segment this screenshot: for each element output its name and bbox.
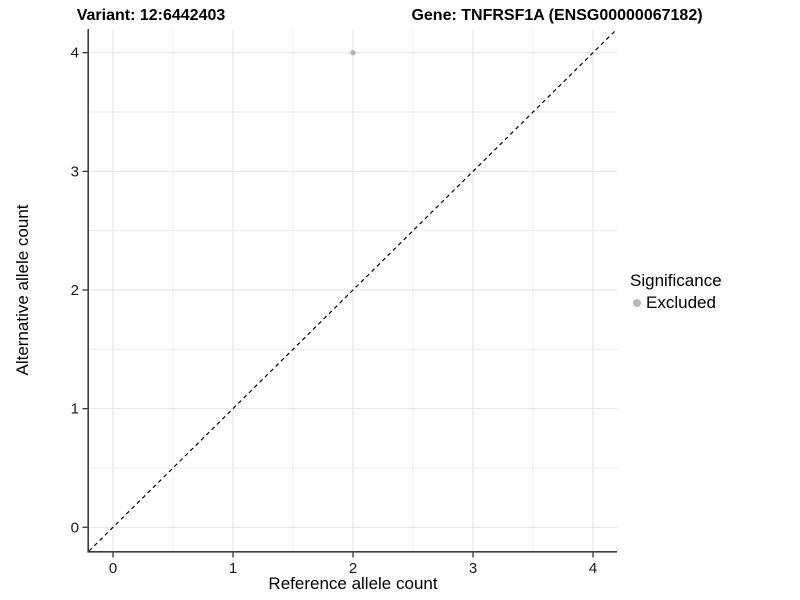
legend: Significance Excluded: [630, 271, 722, 313]
gene-title: Gene: TNFRSF1A (ENSG00000067182): [411, 7, 703, 24]
data-point[interactable]: [350, 50, 356, 56]
y-tick-label: 4: [71, 45, 79, 62]
identity-reference-line: [88, 28, 618, 552]
x-tick-label: 4: [589, 560, 597, 577]
excluded-point-icon: [633, 299, 641, 307]
x-tick-label: 2: [349, 560, 357, 577]
y-axis-title: Alternative allele count: [13, 204, 32, 376]
x-axis-title: Reference allele count: [268, 574, 438, 593]
x-tick-label: 1: [229, 560, 237, 577]
y-tick-label: 2: [71, 282, 79, 299]
legend-title: Significance: [630, 271, 722, 290]
x-tick-label: 0: [109, 560, 117, 577]
legend-item-label: Excluded: [646, 293, 716, 312]
y-tick-label: 1: [71, 401, 79, 418]
y-tick-label: 3: [71, 163, 79, 180]
x-tick-label: 3: [469, 560, 477, 577]
y-tick-label: 0: [71, 519, 79, 536]
variant-title: Variant: 12:6442403: [76, 7, 226, 24]
legend-item-excluded[interactable]: Excluded: [630, 293, 722, 313]
